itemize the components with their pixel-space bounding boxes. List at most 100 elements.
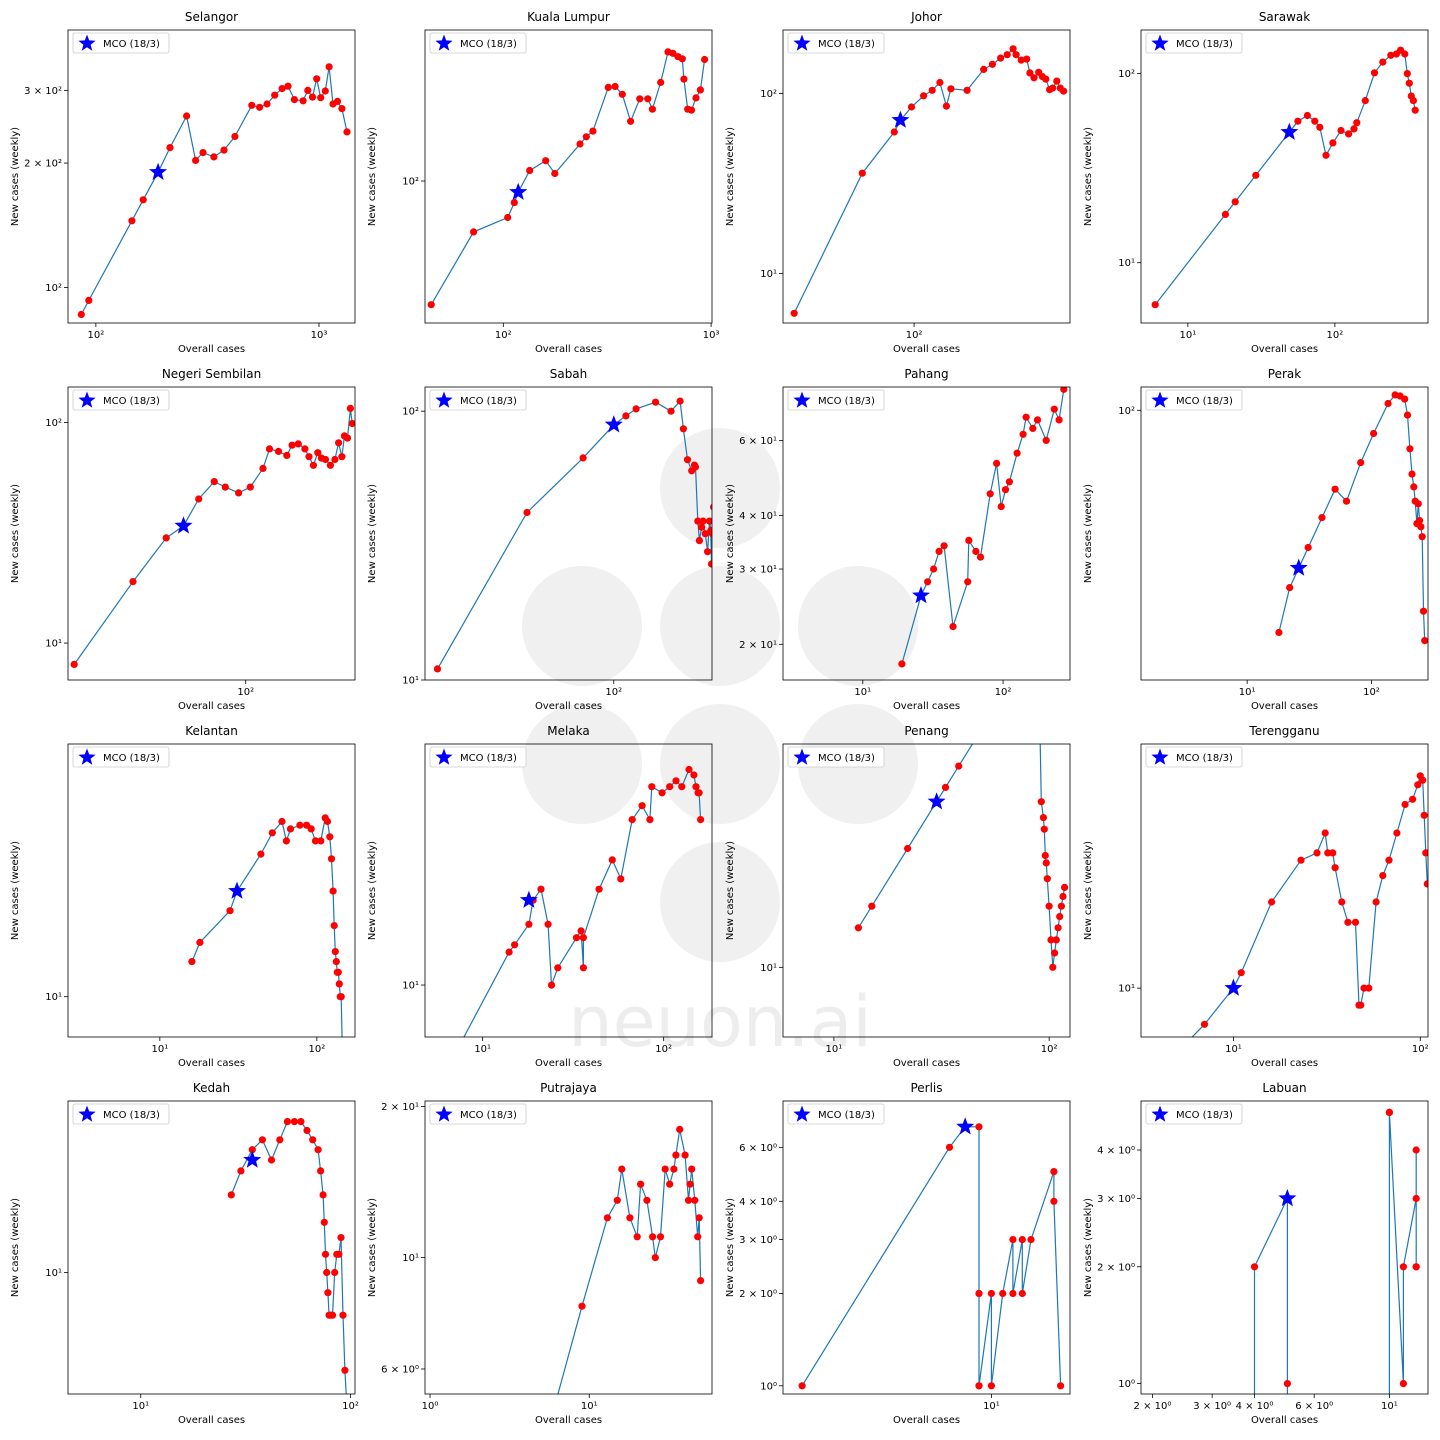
data-point <box>1399 1263 1407 1271</box>
watermark-text: neuon.ai <box>568 981 872 1063</box>
legend-star-icon <box>1151 748 1169 765</box>
data-point <box>332 958 340 966</box>
data-point <box>237 1167 245 1175</box>
data-point <box>309 461 317 469</box>
legend: MCO (18/3) <box>787 1103 885 1125</box>
data-point <box>1422 849 1428 857</box>
data-point <box>904 844 912 853</box>
x-axis-label: Overall cases <box>535 1058 602 1069</box>
data-point <box>579 964 588 972</box>
y-axis-label: New cases (weekly) <box>367 1198 378 1297</box>
watermark-dot <box>660 566 780 686</box>
legend-star-icon <box>78 748 96 765</box>
data-point <box>666 1180 674 1188</box>
series-line <box>1191 774 1428 1037</box>
data-point <box>296 821 304 829</box>
chart-panel: 10¹ 10² 10¹ Kelantan Overall cases New cases … <box>10 724 356 1069</box>
data-point <box>1156 1067 1163 1074</box>
data-point <box>1421 637 1428 645</box>
data-point <box>997 54 1005 62</box>
legend-label: MCO (18/3) <box>1176 753 1233 764</box>
chart-title: Kuala Lumpur <box>527 10 610 24</box>
watermark-dot <box>522 566 642 686</box>
legend: MCO (18/3) <box>429 1103 527 1125</box>
data-point <box>695 1214 703 1222</box>
data-point <box>697 1277 705 1285</box>
mco-marker <box>228 881 246 899</box>
plot-area <box>1250 1108 1420 1394</box>
data-point <box>1401 395 1409 403</box>
watermark-dot <box>522 704 642 824</box>
data-point <box>1294 117 1302 125</box>
plot-frame <box>782 1100 1071 1395</box>
data-point <box>1353 119 1361 127</box>
legend: MCO (18/3) <box>72 1103 170 1125</box>
data-point <box>276 1136 284 1144</box>
legend-box <box>72 746 170 768</box>
data-point <box>1331 864 1339 872</box>
data-point <box>231 132 239 141</box>
data-point <box>1009 1236 1017 1244</box>
data-point <box>1061 883 1069 892</box>
data-point <box>1318 514 1326 522</box>
legend-box <box>787 746 885 768</box>
y-axis-label: New cases (weekly) <box>367 484 378 583</box>
data-point <box>433 665 442 673</box>
data-point <box>128 217 136 225</box>
y-tick-label: 2 × 10¹ <box>381 1102 419 1113</box>
data-point <box>1003 51 1011 59</box>
data-point <box>1057 902 1065 910</box>
y-tick-label: 10² <box>1118 406 1135 417</box>
data-point <box>321 87 329 95</box>
plot-area <box>854 662 1069 971</box>
data-point <box>343 128 351 136</box>
legend-box <box>787 389 885 411</box>
mco-marker <box>1224 978 1243 996</box>
data-point <box>1017 662 1024 669</box>
data-point <box>129 578 137 586</box>
data-point <box>618 1165 626 1173</box>
data-point <box>622 412 630 420</box>
y-tick-label: 10¹ <box>402 1253 419 1264</box>
data-point <box>248 101 256 109</box>
data-point <box>525 920 533 928</box>
data-point <box>999 1289 1007 1298</box>
data-point <box>603 1214 612 1222</box>
data-point <box>278 85 286 93</box>
data-point <box>644 95 652 103</box>
data-point <box>692 783 700 791</box>
data-point <box>1050 405 1058 413</box>
chart-panel: 10¹ 10² 10¹ Penang Overall cases New cases (w… <box>725 662 1071 1069</box>
data-point <box>646 816 654 824</box>
data-point <box>1041 851 1049 860</box>
data-point <box>955 762 963 770</box>
data-point <box>307 825 315 833</box>
y-tick-label: 10¹ <box>760 963 777 974</box>
chart-title: Melaka <box>547 724 590 738</box>
data-point <box>346 404 354 412</box>
legend-star-icon <box>78 391 96 408</box>
data-point <box>920 92 928 100</box>
legend: MCO (18/3) <box>429 389 527 411</box>
y-axis-label: New cases (weekly) <box>725 127 736 226</box>
data-point <box>328 1311 337 1319</box>
legend-label: MCO (18/3) <box>103 39 160 50</box>
y-tick-label: 4 × 10⁰ <box>739 1197 777 1208</box>
data-point <box>282 837 290 845</box>
data-point <box>331 455 339 464</box>
y-tick-label: 10² <box>402 177 419 188</box>
data-point <box>504 213 512 222</box>
data-point <box>701 55 709 64</box>
x-tick-label: 10¹ <box>151 1044 168 1055</box>
y-tick-label: 6 × 10¹ <box>739 436 777 447</box>
x-tick-label: 10² <box>605 687 622 698</box>
legend-box <box>429 746 527 768</box>
x-tick-label: 6 × 10⁰ <box>1295 1401 1333 1412</box>
data-point <box>1049 84 1057 92</box>
data-point <box>199 149 207 157</box>
chart-panel: 10¹ 10² 10¹ Melaka Overall cases New cases (w… <box>367 724 713 1069</box>
chart-panel: 10¹ 10² 10¹ Kedah Overall cases New cases (we… <box>10 1081 359 1426</box>
legend: MCO (18/3) <box>787 746 885 768</box>
data-point <box>589 127 597 135</box>
